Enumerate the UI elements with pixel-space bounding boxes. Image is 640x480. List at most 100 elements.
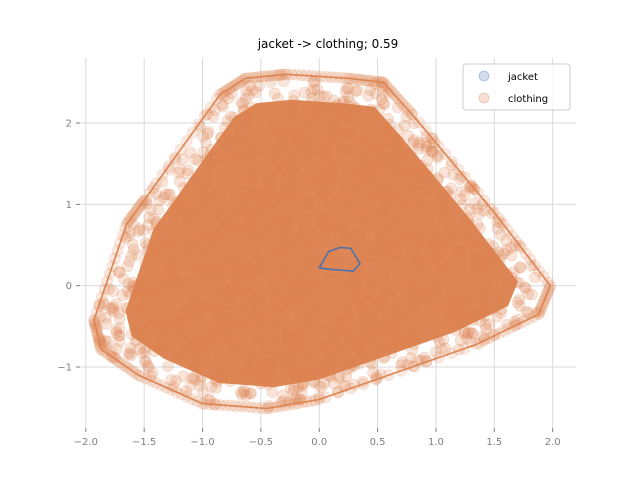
clothing-point: [313, 147, 326, 160]
clothing-point: [287, 115, 300, 127]
clothing-point: [458, 327, 471, 340]
clothing-point: [407, 134, 420, 146]
clothing-point: [456, 199, 469, 212]
clothing-point: [293, 231, 306, 243]
clothing-point: [386, 190, 399, 202]
clothing-point: [287, 384, 300, 397]
clothing-point: [243, 186, 255, 199]
clothing-point: [443, 229, 455, 241]
clothing-point: [479, 244, 492, 257]
clothing-point: [302, 148, 315, 160]
clothing-point: [186, 372, 198, 385]
clothing-point: [319, 146, 331, 158]
clothing-point: [107, 285, 119, 298]
clothing-point: [196, 345, 208, 358]
clothing-point: [185, 341, 198, 354]
clothing-point: [106, 303, 119, 316]
clothing-point: [183, 260, 196, 273]
clothing-point: [325, 162, 338, 174]
clothing-point: [170, 375, 182, 387]
clothing-point: [431, 151, 444, 164]
clothing-point: [287, 283, 300, 296]
clothing-point: [271, 127, 284, 139]
clothing-point: [124, 342, 137, 355]
clothing-point: [220, 258, 233, 271]
clothing-point: [381, 112, 394, 125]
clothing-point: [346, 358, 359, 371]
clothing-point: [181, 167, 194, 180]
clothing-point: [361, 174, 374, 186]
axis-ticks: −2.0 −1.5 −1.0 −0.5 0.0 0.5 1.0 1.5 2.0 −1 0 1 2: [57, 119, 560, 448]
clothing-point: [392, 304, 405, 317]
clothing-point: [252, 257, 264, 270]
clothing-point: [332, 359, 345, 372]
clothing-point: [140, 194, 153, 207]
clothing-point: [500, 272, 512, 285]
clothing-point: [157, 340, 169, 353]
clothing-point: [325, 101, 337, 114]
clothing-point: [340, 204, 353, 216]
clothing-point: [263, 360, 275, 373]
clothing-point: [405, 277, 417, 290]
clothing-point: [174, 316, 186, 329]
clothing-point: [297, 344, 309, 356]
clothing-point: [362, 89, 375, 102]
clothing-point: [215, 223, 228, 235]
clothing-point: [429, 285, 441, 298]
clothing-point: [343, 336, 356, 349]
clothing-point: [364, 279, 377, 291]
clothing-point: [267, 373, 280, 385]
clothing-point: [199, 342, 211, 355]
clothing-point: [209, 373, 221, 386]
clothing-point: [242, 351, 254, 364]
clothing-point: [486, 303, 499, 316]
clothing-point: [301, 370, 314, 382]
clothing-point: [228, 318, 240, 331]
clothing-point: [137, 324, 149, 337]
clothing-point: [178, 206, 191, 219]
clothing-point: [441, 186, 454, 198]
clothing-point: [145, 321, 157, 334]
clothing-point: [113, 329, 126, 342]
clothing-point: [399, 225, 412, 238]
clothing-point: [392, 135, 404, 148]
clothing-point: [321, 358, 334, 371]
clothing-point: [311, 83, 324, 96]
clothing-point: [232, 150, 244, 162]
clothing-point: [242, 185, 254, 198]
clothing-point: [350, 277, 362, 289]
clothing-point: [270, 299, 283, 311]
clothing-point: [219, 307, 232, 319]
clothing-point: [144, 285, 157, 298]
clothing-point: [318, 341, 331, 353]
clothing-point: [487, 248, 500, 260]
clothing-point: [178, 309, 191, 322]
clothing-point: [384, 326, 397, 339]
clothing-point: [390, 235, 402, 247]
clothing-point: [274, 139, 287, 151]
clothing-point: [363, 169, 375, 181]
clothing-point: [213, 284, 225, 297]
clothing-point: [213, 310, 226, 322]
clothing-point: [341, 232, 354, 245]
clothing-point: [341, 353, 354, 366]
clothing-point: [289, 342, 301, 355]
clothing-point: [379, 242, 392, 254]
clothing-point: [218, 154, 231, 166]
clothing-point: [412, 139, 424, 151]
clothing-point: [196, 370, 208, 383]
clothing-point: [435, 342, 448, 355]
clothing-point: [243, 366, 255, 379]
clothing-point: [364, 250, 377, 263]
clothing-point: [239, 93, 252, 105]
clothing-point: [143, 211, 156, 224]
clothing-point: [427, 282, 440, 294]
clothing-point: [162, 188, 175, 200]
clothing-point: [332, 136, 345, 149]
clothing-point: [182, 238, 194, 251]
clothing-point: [289, 367, 301, 380]
clothing-point: [266, 386, 279, 399]
clothing-point: [211, 368, 223, 381]
clothing-point: [372, 142, 385, 155]
clothing-point: [452, 246, 465, 259]
